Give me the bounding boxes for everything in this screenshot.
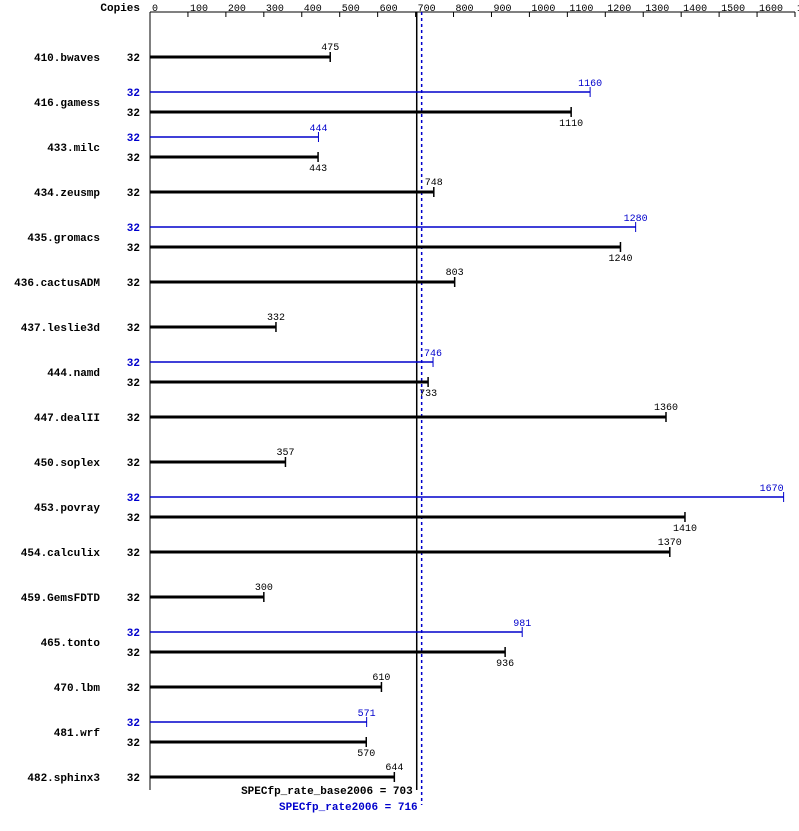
peak-value: 746: [424, 349, 442, 360]
base-copies: 32: [127, 53, 140, 65]
base-copies: 32: [127, 323, 140, 335]
benchmark-label: 454.calculix: [21, 548, 101, 560]
base-value: 936: [496, 659, 514, 670]
base-value: 300: [255, 583, 273, 594]
base-copies: 32: [127, 648, 140, 660]
peak-value: 981: [513, 619, 531, 630]
benchmark-label: 416.gamess: [34, 98, 100, 110]
base-value: 1410: [673, 524, 697, 535]
svg-text:200: 200: [228, 4, 246, 15]
base-value: 803: [446, 268, 464, 279]
svg-text:1300: 1300: [645, 4, 669, 15]
peak-value: 571: [358, 709, 376, 720]
base-copies: 32: [127, 108, 140, 120]
peak-copies: 32: [127, 88, 140, 100]
base-value: 733: [419, 389, 437, 400]
base-copies: 32: [127, 548, 140, 560]
base-copies: 32: [127, 378, 140, 390]
peak-copies: 32: [127, 133, 140, 145]
benchmark-label: 447.dealII: [34, 413, 100, 425]
benchmark-label: 470.lbm: [54, 683, 101, 695]
benchmark-label: 410.bwaves: [34, 53, 100, 65]
base-value: 644: [385, 763, 403, 774]
spec-benchmark-chart: 0 100 200 300 400 500 600 700 800 900 1000 1100 1200…: [0, 0, 799, 831]
benchmark-label: 435.gromacs: [27, 233, 100, 245]
base-copies: 32: [127, 243, 140, 255]
peak-value: 1670: [760, 484, 784, 495]
svg-text:1000: 1000: [531, 4, 555, 15]
peak-summary-label: SPECfp_rate2006 = 716: [279, 802, 418, 814]
svg-text:700: 700: [418, 4, 436, 15]
base-copies: 32: [127, 773, 140, 785]
chart-svg: 0 100 200 300 400 500 600 700 800 900 1000 1100 1200…: [0, 0, 799, 831]
base-copies: 32: [127, 593, 140, 605]
base-copies: 32: [127, 513, 140, 525]
benchmark-label: 450.soplex: [34, 458, 100, 470]
benchmark-label: 459.GemsFDTD: [21, 593, 101, 605]
peak-copies: 32: [127, 718, 140, 730]
peak-copies: 32: [127, 493, 140, 505]
base-value: 357: [276, 448, 294, 459]
base-value: 332: [267, 313, 285, 324]
svg-text:300: 300: [266, 4, 284, 15]
base-value: 610: [372, 673, 390, 684]
base-value: 748: [425, 178, 443, 189]
benchmark-label: 434.zeusmp: [34, 188, 100, 200]
svg-text:600: 600: [380, 4, 398, 15]
svg-text:100: 100: [190, 4, 208, 15]
peak-copies: 32: [127, 223, 140, 235]
svg-text:800: 800: [456, 4, 474, 15]
svg-text:Copies: Copies: [100, 3, 140, 15]
base-copies: 32: [127, 413, 140, 425]
svg-text:1200: 1200: [607, 4, 631, 15]
base-value: 1110: [559, 119, 583, 130]
peak-value: 1160: [578, 79, 602, 90]
base-value: 1370: [658, 538, 682, 549]
svg-text:400: 400: [304, 4, 322, 15]
peak-copies: 32: [127, 358, 140, 370]
base-value: 1360: [654, 403, 678, 414]
base-copies: 32: [127, 738, 140, 750]
svg-text:1100: 1100: [569, 4, 593, 15]
benchmark-label: 433.milc: [47, 143, 100, 155]
base-value: 443: [309, 164, 327, 175]
benchmark-label: 444.namd: [47, 368, 100, 380]
benchmark-label: 465.tonto: [41, 638, 101, 650]
peak-value: 444: [309, 124, 327, 135]
base-value: 570: [357, 749, 375, 760]
peak-value: 1280: [624, 214, 648, 225]
base-copies: 32: [127, 458, 140, 470]
base-value: 1240: [608, 254, 632, 265]
base-copies: 32: [127, 683, 140, 695]
svg-text:500: 500: [342, 4, 360, 15]
benchmark-label: 482.sphinx3: [27, 773, 100, 785]
base-copies: 32: [127, 278, 140, 290]
base-copies: 32: [127, 153, 140, 165]
benchmark-label: 453.povray: [34, 503, 100, 515]
benchmark-label: 436.cactusADM: [14, 278, 100, 290]
base-summary-label: SPECfp_rate_base2006 = 703: [241, 786, 413, 798]
peak-copies: 32: [127, 628, 140, 640]
base-value: 475: [321, 43, 339, 54]
benchmark-label: 437.leslie3d: [21, 323, 100, 335]
svg-text:1600: 1600: [759, 4, 783, 15]
svg-text:900: 900: [493, 4, 511, 15]
base-copies: 32: [127, 188, 140, 200]
svg-text:1500: 1500: [721, 4, 745, 15]
svg-text:0: 0: [152, 4, 158, 15]
svg-text:1400: 1400: [683, 4, 707, 15]
benchmark-label: 481.wrf: [54, 728, 101, 740]
